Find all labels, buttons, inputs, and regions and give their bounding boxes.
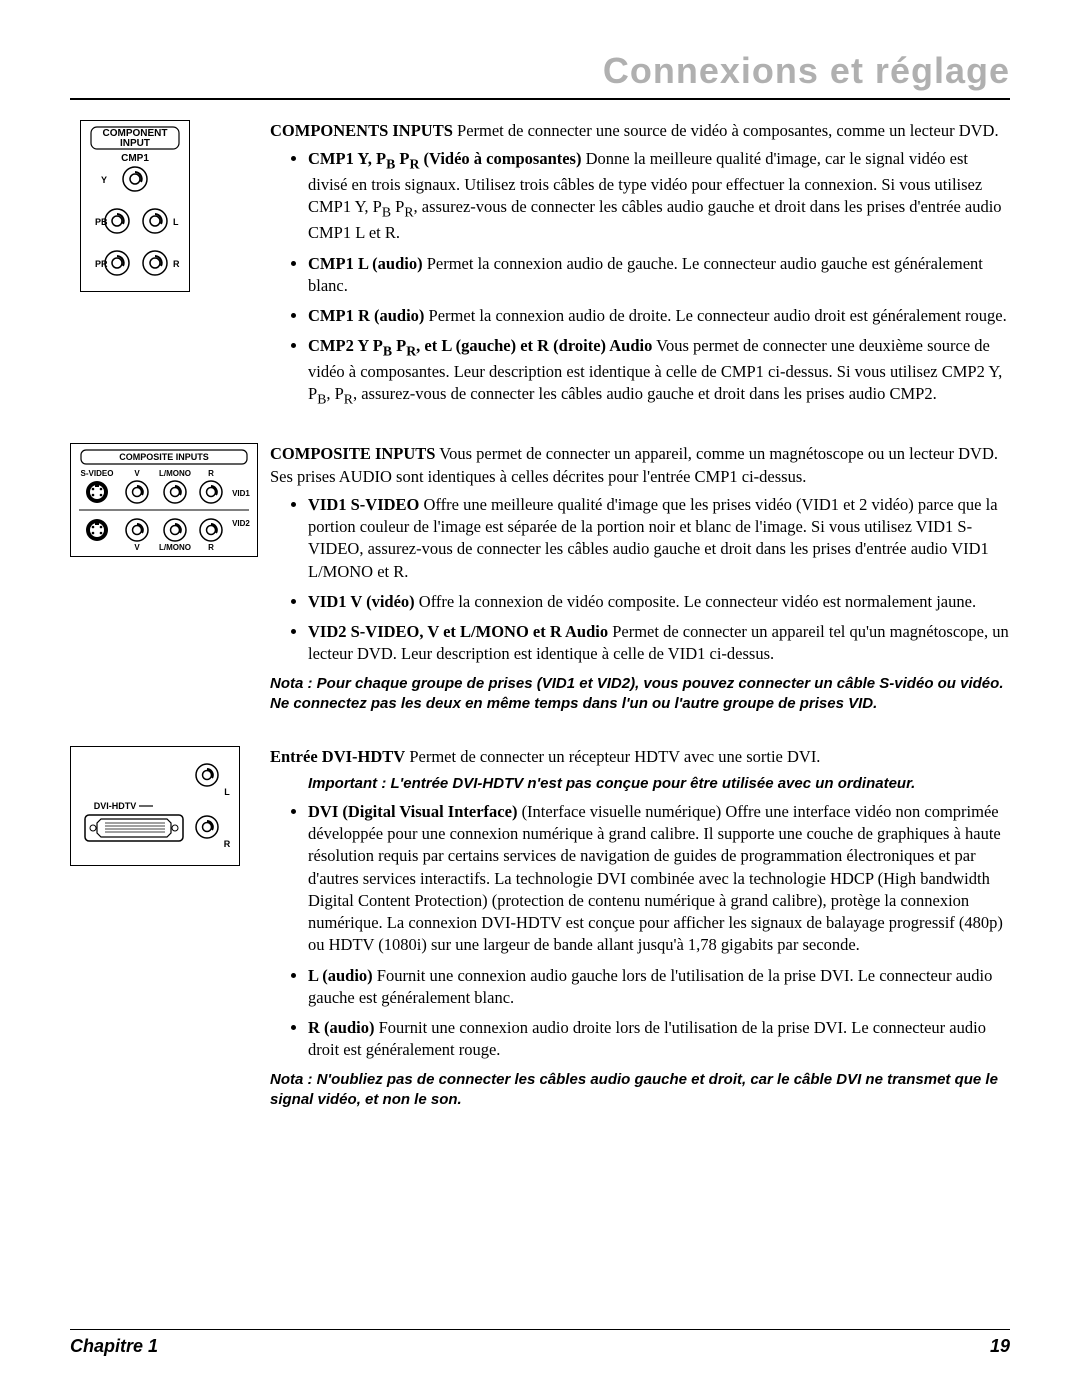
footer-chapter: Chapitre 1 [70, 1336, 158, 1357]
diagram-composite-wrap: COMPOSITE INPUTS S-VIDEO V L/MONO R VID1 [70, 443, 270, 557]
footer-row: Chapitre 1 19 [70, 1336, 1010, 1357]
title-rule [70, 98, 1010, 100]
svg-text:DVI-HDTV: DVI-HDTV [94, 801, 137, 811]
bullets-dvi: DVI (Digital Visual Interface) (Interfac… [270, 801, 1010, 1062]
text-composite: COMPOSITE INPUTS Vous permet de connecte… [270, 443, 1010, 720]
svg-text:PB: PB [95, 217, 108, 227]
diagram-composite: COMPOSITE INPUTS S-VIDEO V L/MONO R VID1 [70, 443, 258, 557]
svg-text:VID2: VID2 [232, 519, 250, 528]
svg-text:R: R [208, 543, 214, 552]
svg-text:INPUT: INPUT [120, 138, 150, 149]
diagram-dvi-wrap: L DVI-HDTV R [70, 746, 270, 866]
d-b2: L (audio) Fournit une connexion audio ga… [308, 965, 1010, 1010]
bullets-composite: VID1 S-VIDEO Offre une meilleure qualité… [270, 494, 1010, 666]
svg-text:PR: PR [95, 259, 108, 269]
svg-text:L: L [224, 787, 230, 797]
b3: CMP1 R (audio) Permet la connexion audio… [308, 305, 1010, 327]
footer: Chapitre 1 19 [70, 1329, 1010, 1357]
svg-text:VID1: VID1 [232, 489, 250, 498]
intro-component: COMPONENTS INPUTS Permet de connecter un… [270, 120, 1010, 142]
text-dvi: Entrée DVI-HDTV Permet de connecter un r… [270, 746, 1010, 1116]
svg-text:COMPOSITE INPUTS: COMPOSITE INPUTS [119, 452, 209, 462]
intro-composite: COMPOSITE INPUTS Vous permet de connecte… [270, 443, 1010, 488]
b4: CMP2 Y PB PR, et L (gauche) et R (droite… [308, 335, 1010, 409]
title-wrap: Connexions et réglage [70, 50, 1010, 92]
diagram-component: COMPONENT INPUT CMP1 Y PB L [80, 120, 190, 292]
svg-text:L/MONO: L/MONO [159, 469, 191, 478]
diagram-component-wrap: COMPONENT INPUT CMP1 Y PB L [70, 120, 270, 292]
c-b3: VID2 S-VIDEO, V et L/MONO et R Audio Per… [308, 621, 1010, 666]
svg-text:V: V [134, 543, 140, 552]
svg-text:L: L [173, 217, 179, 227]
c-b1: VID1 S-VIDEO Offre une meilleure qualité… [308, 494, 1010, 583]
d-b3: R (audio) Fournit une connexion audio dr… [308, 1017, 1010, 1062]
section-composite: COMPOSITE INPUTS S-VIDEO V L/MONO R VID1 [70, 443, 1010, 720]
page-title: Connexions et réglage [603, 50, 1010, 91]
bullets-component: CMP1 Y, PB PR (Vidéo à composantes) Donn… [270, 148, 1010, 409]
svg-text:CMP1: CMP1 [121, 153, 149, 164]
c-b2: VID1 V (vidéo) Offre la connexion de vid… [308, 591, 1010, 613]
svg-text:R: R [208, 469, 214, 478]
svg-text:S-VIDEO: S-VIDEO [81, 469, 114, 478]
footer-rule [70, 1329, 1010, 1330]
section-component: COMPONENT INPUT CMP1 Y PB L [70, 120, 1010, 417]
svg-text:L/MONO: L/MONO [159, 543, 191, 552]
intro-t: Permet de connecter une source de vidéo … [453, 121, 999, 140]
b2: CMP1 L (audio) Permet la connexion audio… [308, 253, 1010, 298]
section-dvi: L DVI-HDTV R [70, 746, 1010, 1116]
diagram-dvi: L DVI-HDTV R [70, 746, 240, 866]
footer-page: 19 [990, 1336, 1010, 1357]
note-composite: Nota : Pour chaque groupe de prises (VID… [270, 674, 1010, 715]
text-component: COMPONENTS INPUTS Permet de connecter un… [270, 120, 1010, 417]
intro-dvi: Entrée DVI-HDTV Permet de connecter un r… [270, 746, 1010, 768]
note-dvi: Nota : N'oubliez pas de connecter les câ… [270, 1070, 1010, 1111]
svg-text:Y: Y [101, 175, 107, 185]
svg-text:V: V [134, 469, 140, 478]
svg-text:R: R [173, 259, 180, 269]
b1: CMP1 Y, PB PR (Vidéo à composantes) Donn… [308, 148, 1010, 244]
intro-b: COMPONENTS INPUTS [270, 121, 453, 140]
important-dvi: Important : L'entrée DVI-HDTV n'est pas … [308, 774, 1010, 794]
manual-page: Connexions et réglage COMPONENT INPUT CM… [0, 0, 1080, 1397]
d-b1: DVI (Digital Visual Interface) (Interfac… [308, 801, 1010, 957]
svg-text:R: R [224, 839, 231, 849]
